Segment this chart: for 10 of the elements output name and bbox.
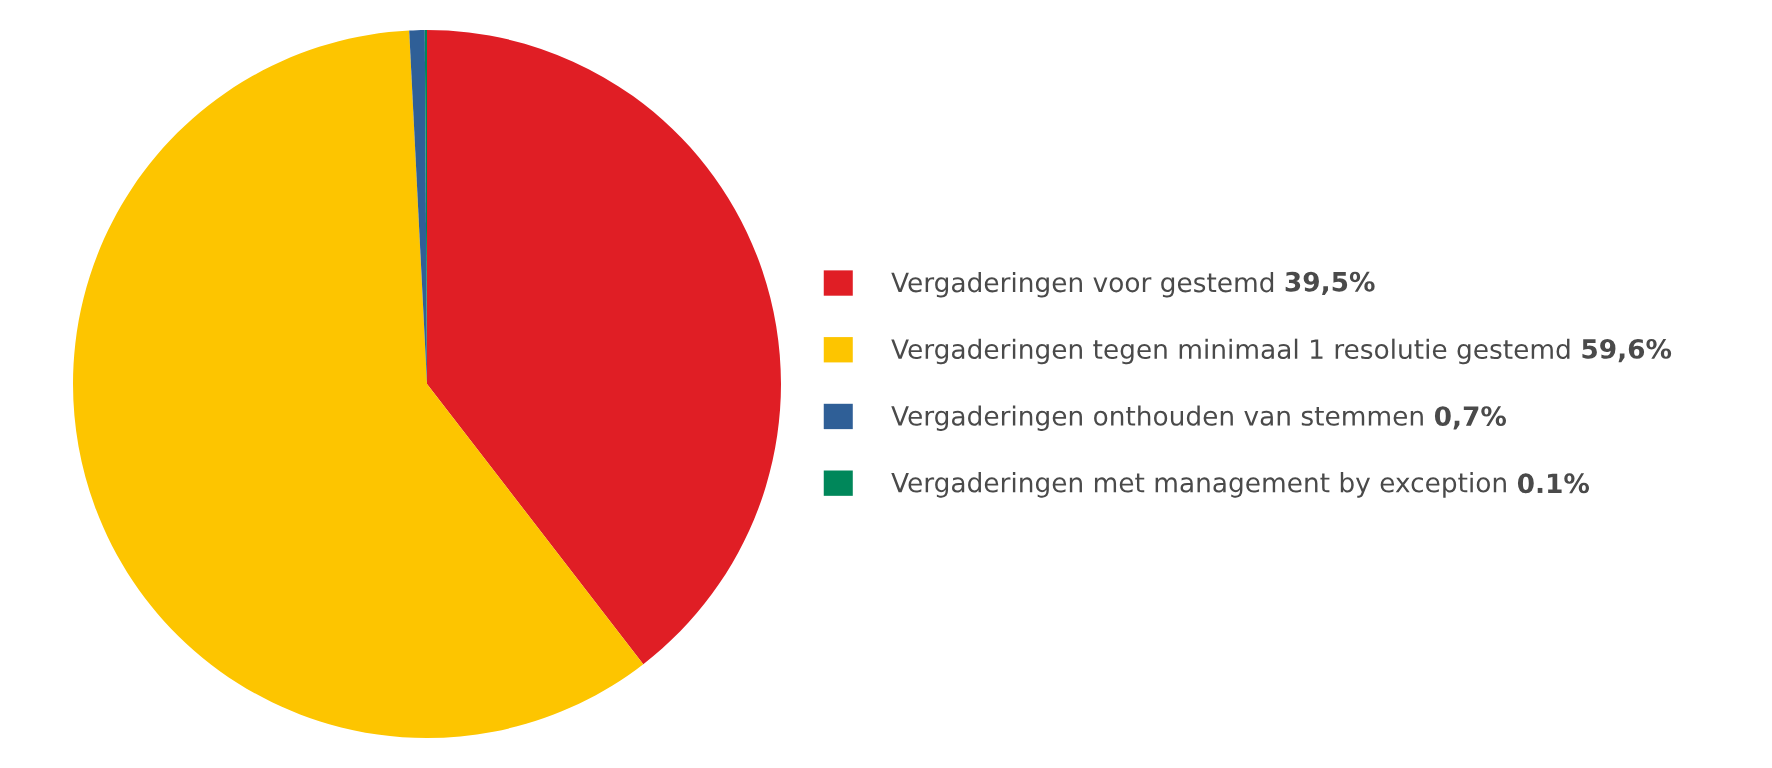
legend-label: Vergaderingen tegen minimaal 1 resolutie gestemd	[891, 338, 1570, 365]
data-label: 0,7%	[1434, 406, 1507, 430]
legend-label: Vergaderingen voor gestemd	[891, 271, 1274, 298]
pie-slice	[73, 30, 644, 738]
pie-slice	[427, 30, 781, 665]
data-label: 59,6%	[1582, 338, 1672, 363]
data-label: 0.1%	[1517, 473, 1590, 494]
legend-label: Vergaderingen onthouden van stemmen	[891, 405, 1423, 431]
legend-label: Vergaderingen met management by exception	[891, 472, 1506, 498]
data-label: 39,5%	[1285, 271, 1375, 296]
